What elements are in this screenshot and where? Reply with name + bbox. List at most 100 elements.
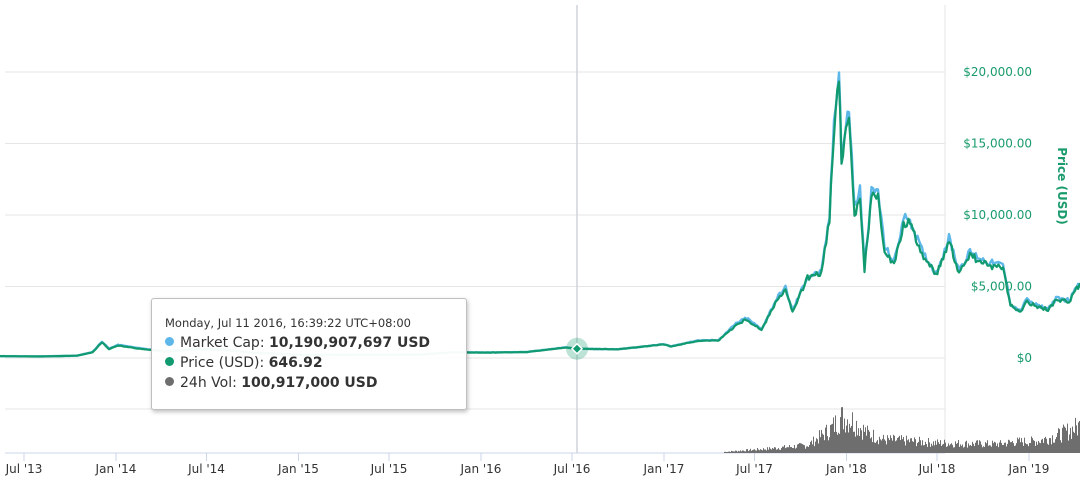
volume-bar xyxy=(854,431,855,453)
volume-bar xyxy=(733,451,734,453)
y-axis-title: Price (USD) xyxy=(1055,147,1069,225)
volume-bar xyxy=(864,431,865,453)
volume-bar xyxy=(902,439,903,453)
y-tick-label: $10,000.00 xyxy=(963,208,1032,222)
x-tick-label: Jan '16 xyxy=(460,462,502,476)
x-tick-label: Jul '17 xyxy=(735,462,773,476)
volume-bar xyxy=(852,412,853,453)
volume-bar xyxy=(924,445,925,453)
volume-bar xyxy=(892,440,893,453)
volume-bar xyxy=(875,442,876,453)
x-tick-label: Jul '14 xyxy=(187,462,225,476)
volume-bar xyxy=(1034,440,1035,453)
volume-bar xyxy=(919,436,920,453)
volume-bar xyxy=(778,448,779,453)
volume-bar xyxy=(869,431,870,453)
volume-bar xyxy=(769,447,770,453)
volume-bar xyxy=(784,445,785,453)
x-tick-label: Jul '16 xyxy=(553,462,591,476)
volume-bar xyxy=(1058,428,1059,453)
volume-bar xyxy=(893,434,894,453)
volume-bar xyxy=(817,439,818,453)
volume-bars xyxy=(724,407,1080,453)
volume-bar xyxy=(725,451,726,453)
tooltip-row-volume: 24h Vol: 100,917,000 USD xyxy=(165,373,454,393)
volume-bar xyxy=(966,440,967,453)
volume-bar xyxy=(840,417,841,453)
volume-bar xyxy=(992,440,993,453)
volume-bar xyxy=(754,449,755,453)
volume-bar xyxy=(783,446,784,453)
volume-bar xyxy=(860,428,861,453)
volume-bar xyxy=(948,443,949,453)
volume-bar xyxy=(845,432,846,453)
volume-bar xyxy=(1055,439,1056,453)
volume-bar xyxy=(746,449,747,453)
volume-bar xyxy=(1029,443,1030,453)
volume-bar xyxy=(850,427,851,453)
volume-bar xyxy=(1023,445,1024,453)
volume-bar xyxy=(1043,442,1044,453)
volume-bar xyxy=(735,450,736,453)
volume-bar xyxy=(935,440,936,453)
hover-marker[interactable] xyxy=(570,342,584,355)
price-dot-icon xyxy=(165,357,174,366)
volume-bar xyxy=(975,442,976,453)
volume-bar xyxy=(747,449,748,453)
volume-bar xyxy=(732,451,733,453)
volume-bar xyxy=(826,424,827,453)
volume-bar xyxy=(799,443,800,453)
volume-bar xyxy=(825,427,826,453)
volume-bar xyxy=(863,424,864,453)
volume-bar xyxy=(782,446,783,453)
volume-bar xyxy=(870,438,871,453)
volume-bar xyxy=(1008,439,1009,453)
volume-bar xyxy=(811,440,812,453)
volume-bar xyxy=(800,443,801,453)
volume-bar xyxy=(953,447,954,453)
volume-bar xyxy=(762,450,763,453)
volume-bar xyxy=(888,438,889,453)
volume-bar xyxy=(785,448,786,453)
volume-bar xyxy=(1020,442,1021,453)
volume-bar xyxy=(1064,426,1065,453)
volume-bar xyxy=(738,450,739,453)
volume-bar xyxy=(737,451,738,453)
volume-bar xyxy=(983,446,984,453)
volume-bar xyxy=(822,433,823,453)
volume-bar xyxy=(898,437,899,453)
volume-bar xyxy=(1001,442,1002,453)
volume-bar xyxy=(832,423,833,453)
volume-bar xyxy=(1060,440,1061,453)
volume-bar xyxy=(744,451,745,453)
volume-bar xyxy=(1046,438,1047,453)
volume-bar xyxy=(873,429,874,453)
volume-bar xyxy=(932,445,933,453)
x-tick-label: Jul '15 xyxy=(370,462,408,476)
volume-bar xyxy=(1037,444,1038,453)
volume-bar xyxy=(1033,440,1034,453)
chart-tooltip: Monday, Jul 11 2016, 16:39:22 UTC+08:00 … xyxy=(151,298,467,410)
volume-bar xyxy=(756,450,757,453)
volume-bar xyxy=(803,444,804,453)
volume-bar xyxy=(1017,437,1018,453)
volume-bar xyxy=(897,438,898,453)
volume-bar xyxy=(909,442,910,453)
volume-bar xyxy=(750,448,751,453)
volume-bar xyxy=(830,424,831,453)
volume-bar xyxy=(1048,444,1049,453)
volume-bar xyxy=(814,446,815,453)
x-axis-tick-marks xyxy=(23,453,1030,461)
volume-bar xyxy=(788,447,789,453)
volume-bar xyxy=(819,430,820,453)
volume-bar xyxy=(949,445,950,453)
volume-bar xyxy=(760,449,761,453)
volume-bar xyxy=(846,425,847,453)
volume-bar xyxy=(729,451,730,453)
volume-bar xyxy=(1009,440,1010,453)
volume-bar xyxy=(867,425,868,453)
tooltip-value-price: 646.92 xyxy=(268,355,323,371)
volume-bar xyxy=(1051,444,1052,453)
y-tick-label: $0 xyxy=(1017,351,1032,365)
volume-bar xyxy=(899,435,900,453)
